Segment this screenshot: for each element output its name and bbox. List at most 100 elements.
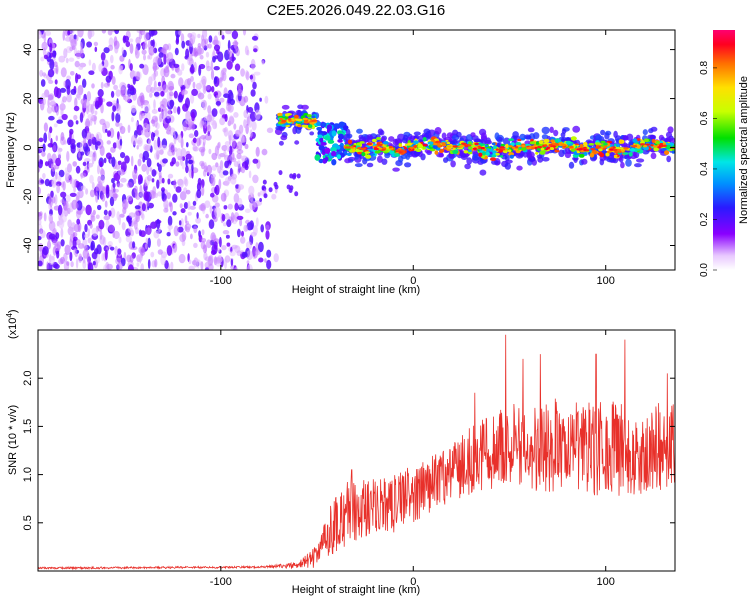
noise-blob bbox=[103, 264, 108, 270]
signal-peak bbox=[477, 145, 481, 148]
noise-blob bbox=[160, 255, 166, 266]
noise-blob bbox=[223, 205, 228, 210]
noise-blob bbox=[220, 192, 227, 202]
signal-peak bbox=[554, 143, 559, 146]
noise-blob bbox=[75, 120, 79, 125]
noise-blob bbox=[217, 141, 221, 149]
noise-blob bbox=[185, 153, 192, 160]
noise-blob bbox=[154, 91, 160, 97]
signal-halo bbox=[650, 126, 658, 132]
noise-blob bbox=[193, 225, 198, 234]
noise-blob bbox=[225, 30, 232, 35]
x-tick-label: 0 bbox=[410, 275, 416, 287]
transition-blob bbox=[327, 139, 335, 144]
noise-blob bbox=[49, 59, 55, 70]
noise-blob bbox=[148, 46, 155, 56]
signal-halo bbox=[541, 126, 550, 135]
noise-blob bbox=[158, 170, 162, 179]
transition-blob bbox=[331, 159, 337, 166]
signal-peak bbox=[360, 147, 367, 151]
noise-blob bbox=[253, 225, 258, 236]
noise-blob bbox=[178, 77, 184, 88]
noise-blob bbox=[243, 119, 247, 129]
noise-blob bbox=[175, 186, 182, 193]
noise-blob bbox=[271, 193, 277, 200]
noise-blob bbox=[227, 203, 233, 210]
noise-blob bbox=[59, 104, 63, 111]
noise-blob bbox=[178, 30, 182, 36]
noise-blob bbox=[236, 215, 244, 220]
noise-blob bbox=[60, 132, 65, 141]
noise-blob bbox=[44, 178, 50, 187]
noise-blob bbox=[191, 122, 195, 131]
noise-blob bbox=[63, 207, 69, 217]
noise-blob bbox=[198, 204, 206, 211]
noise-blob bbox=[53, 123, 58, 128]
signal-peak bbox=[373, 147, 379, 151]
signal-core bbox=[365, 154, 372, 159]
noise-blob bbox=[234, 63, 241, 71]
signal-peak bbox=[311, 119, 318, 122]
noise-blob bbox=[100, 81, 104, 89]
noise-blob bbox=[179, 191, 187, 201]
signal-core bbox=[440, 142, 447, 147]
x-tick-label: 0 bbox=[410, 576, 416, 588]
signal-core bbox=[550, 139, 555, 143]
noise-blob bbox=[76, 210, 83, 215]
noise-blob bbox=[70, 88, 77, 95]
noise-blob bbox=[172, 63, 180, 68]
noise-blob bbox=[53, 263, 60, 269]
noise-blob bbox=[157, 136, 161, 148]
signal-halo bbox=[301, 104, 309, 110]
noise-blob bbox=[132, 169, 138, 180]
noise-blob bbox=[209, 205, 213, 214]
noise-blob bbox=[66, 261, 70, 266]
noise-blob bbox=[49, 42, 53, 53]
noise-blob bbox=[69, 30, 75, 34]
noise-blob bbox=[172, 211, 177, 216]
noise-blob bbox=[75, 72, 79, 84]
signal-core bbox=[491, 150, 497, 153]
noise-blob bbox=[190, 233, 193, 240]
signal-halo bbox=[512, 131, 519, 139]
noise-blob bbox=[146, 158, 152, 168]
noise-blob bbox=[137, 137, 143, 147]
signal-peak bbox=[400, 149, 405, 152]
transition-blob bbox=[331, 130, 337, 137]
noise-blob bbox=[219, 117, 226, 126]
noise-blob bbox=[70, 261, 74, 268]
colorbar-tick-label: 0.6 bbox=[699, 111, 710, 125]
signal-core bbox=[509, 154, 514, 159]
noise-blob bbox=[48, 213, 53, 223]
noise-blob bbox=[239, 218, 243, 227]
signal-halo bbox=[434, 127, 442, 135]
y-tick-label: 0 bbox=[22, 144, 34, 150]
noise-blob bbox=[130, 134, 138, 146]
noise-blob bbox=[159, 104, 165, 113]
colorbar-tick-label: 0.0 bbox=[699, 263, 710, 277]
noise-blob bbox=[117, 169, 125, 176]
noise-blob bbox=[151, 73, 156, 82]
noise-blob bbox=[191, 88, 199, 96]
noise-blob bbox=[145, 238, 149, 244]
noise-blob bbox=[69, 238, 73, 248]
noise-blob bbox=[237, 197, 243, 208]
noise-blob bbox=[38, 235, 42, 241]
noise-blob bbox=[181, 90, 186, 96]
noise-blob bbox=[136, 262, 140, 267]
noise-blob bbox=[110, 90, 115, 98]
noise-blob bbox=[173, 106, 177, 114]
noise-blob bbox=[185, 48, 190, 59]
noise-blob bbox=[106, 101, 113, 107]
noise-blob bbox=[203, 116, 210, 121]
noise-blob bbox=[87, 113, 94, 120]
noise-blob bbox=[60, 256, 65, 264]
snr-y-ticks: 0.5 1.0 1.5 2.0 bbox=[22, 371, 675, 530]
noise-blob bbox=[229, 116, 235, 125]
noise-blob bbox=[189, 205, 196, 210]
noise-blob bbox=[53, 61, 58, 68]
signal-core bbox=[588, 143, 595, 146]
noise-blob bbox=[234, 245, 241, 254]
noise-blob bbox=[165, 108, 171, 119]
signal-peak bbox=[403, 147, 408, 150]
